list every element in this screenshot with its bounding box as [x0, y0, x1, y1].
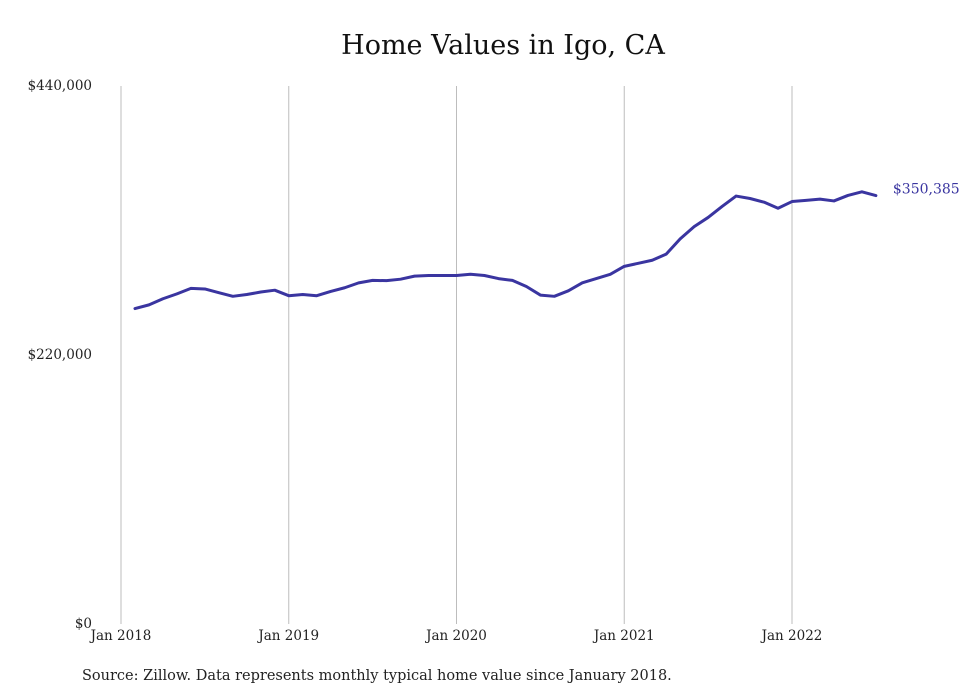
data-point	[734, 194, 738, 198]
data-point	[553, 295, 556, 298]
data-point	[189, 287, 193, 290]
data-point	[315, 294, 318, 297]
data-point	[329, 290, 332, 293]
data-point	[455, 274, 458, 277]
chart-title: Home Values in Igo, CA	[341, 30, 665, 61]
x-tick-label: Jan 2021	[592, 628, 655, 644]
data-point	[776, 207, 780, 210]
data-point	[357, 281, 360, 285]
data-point	[231, 295, 235, 298]
data-point	[441, 274, 444, 277]
data-point	[692, 225, 696, 228]
data-point	[371, 279, 374, 282]
data-point	[637, 262, 640, 265]
data-point	[804, 199, 808, 202]
data-point	[539, 293, 542, 297]
data-point	[385, 279, 388, 282]
x-tick-label: Jan 2019	[256, 628, 319, 644]
data-point	[567, 289, 570, 293]
data-point	[175, 292, 179, 296]
data-point	[832, 199, 836, 203]
x-tick-label: Jan 2022	[760, 628, 823, 644]
y-tick-label: $220,000	[28, 347, 92, 363]
source-note: Source: Zillow. Data represents monthly …	[82, 668, 672, 684]
data-point	[609, 273, 612, 276]
data-point	[762, 200, 766, 204]
data-point	[259, 290, 262, 294]
x-tick-label: Jan 2018	[89, 628, 152, 644]
data-point	[399, 277, 402, 281]
data-point	[790, 200, 794, 203]
data-point	[874, 194, 878, 197]
data-point	[623, 265, 626, 268]
data-point	[525, 285, 528, 288]
data-point	[161, 297, 165, 300]
data-point	[217, 291, 221, 294]
data-point	[245, 293, 249, 296]
data-point	[469, 273, 472, 276]
data-point	[595, 277, 598, 280]
y-tick-label: $440,000	[28, 78, 92, 94]
data-point	[203, 287, 207, 291]
data-point	[651, 259, 654, 262]
data-point	[678, 237, 682, 241]
data-point	[301, 293, 304, 296]
data-point	[287, 294, 290, 297]
data-point	[706, 216, 710, 219]
end-value-label: $350,385	[893, 182, 960, 198]
series-line	[133, 190, 878, 311]
data-point	[147, 303, 151, 307]
data-point	[343, 286, 346, 289]
series-layer: $350,385	[133, 182, 960, 311]
data-point	[413, 274, 416, 278]
x-tick-label: Jan 2020	[424, 628, 487, 644]
data-point	[720, 205, 724, 208]
data-point	[818, 197, 822, 201]
data-point	[748, 197, 752, 200]
data-point	[133, 307, 137, 310]
data-point	[664, 252, 668, 256]
data-point	[483, 274, 486, 277]
x-axis-tick-labels: Jan 2018 Jan 2019 Jan 2020 Jan 2021 Jan 2022	[89, 628, 823, 644]
data-point	[497, 277, 500, 280]
data-point	[860, 190, 864, 193]
data-point	[511, 279, 514, 282]
y-tick-label: $0	[75, 616, 92, 632]
y-axis-tick-labels: $0 $220,000 $440,000	[28, 78, 92, 632]
data-point	[581, 281, 584, 285]
data-point	[846, 194, 850, 197]
data-point	[427, 274, 430, 277]
data-point	[273, 289, 276, 292]
gridlines	[120, 86, 793, 624]
